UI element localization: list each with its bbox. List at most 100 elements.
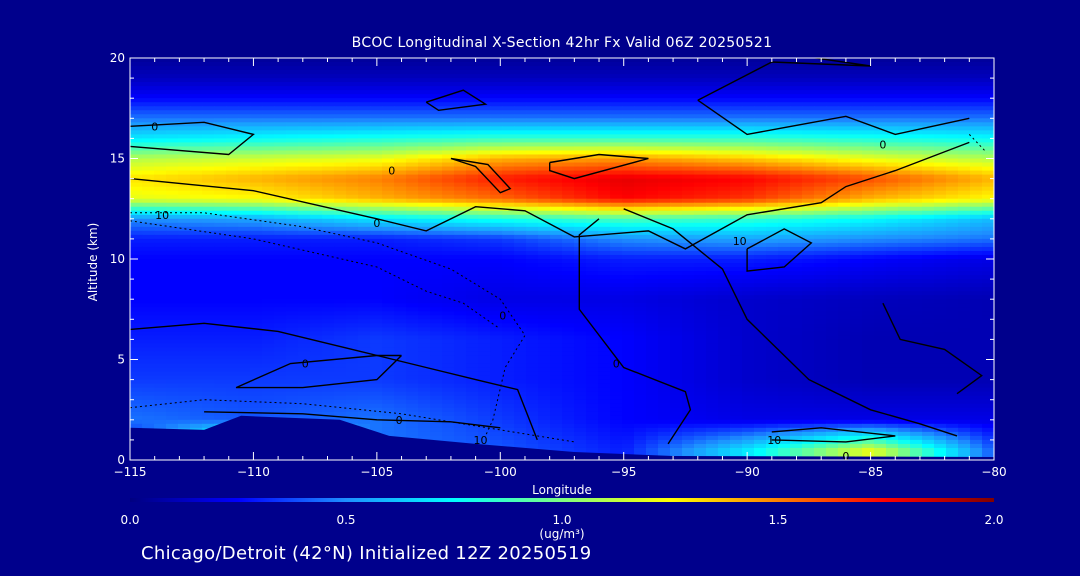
heatmap-cell: [742, 194, 755, 200]
heatmap-cell: [322, 283, 335, 288]
heatmap-cell: [406, 150, 419, 156]
heatmap-cell: [454, 62, 467, 67]
heatmap-cell: [526, 174, 539, 180]
heatmap-cell: [910, 230, 923, 236]
heatmap-cell: [706, 218, 719, 224]
heatmap-cell: [610, 327, 623, 332]
heatmap-cell: [682, 246, 695, 252]
heatmap-cell: [862, 295, 875, 300]
heatmap-cell: [982, 230, 994, 236]
heatmap-cell: [658, 122, 671, 127]
heatmap-cell: [766, 186, 779, 192]
heatmap-cell: [634, 222, 647, 228]
heatmap-cell: [802, 134, 815, 139]
heatmap-cell: [718, 283, 731, 288]
heatmap-cell: [154, 154, 167, 160]
heatmap-cell: [550, 154, 563, 160]
heatmap-cell: [958, 190, 971, 196]
heatmap-cell: [826, 66, 839, 71]
heatmap-cell: [550, 126, 563, 131]
heatmap-cell: [418, 259, 431, 264]
heatmap-cell: [538, 102, 551, 107]
heatmap-cell: [238, 90, 251, 95]
heatmap-cell: [754, 271, 767, 276]
heatmap-cell: [214, 138, 227, 144]
heatmap-cell: [178, 150, 191, 156]
heatmap-cell: [934, 327, 947, 332]
heatmap-cell: [778, 202, 791, 208]
heatmap-cell: [682, 283, 695, 288]
heatmap-cell: [202, 295, 215, 300]
heatmap-cell: [898, 263, 911, 268]
heatmap-cell: [574, 234, 587, 240]
heatmap-cell: [334, 198, 347, 204]
heatmap-cell: [778, 78, 791, 83]
heatmap-cell: [850, 178, 863, 184]
heatmap-cell: [418, 254, 431, 260]
heatmap-cell: [130, 166, 143, 172]
heatmap-cell: [598, 275, 611, 280]
heatmap-cell: [970, 86, 983, 91]
heatmap-cell: [622, 226, 635, 232]
heatmap-cell: [298, 78, 311, 83]
heatmap-cell: [298, 194, 311, 200]
heatmap-cell: [142, 198, 155, 204]
heatmap-cell: [718, 86, 731, 91]
heatmap-cell: [730, 206, 743, 212]
heatmap-cell: [286, 230, 299, 236]
heatmap-cell: [202, 126, 215, 131]
heatmap-cell: [394, 126, 407, 131]
heatmap-cell: [202, 170, 215, 176]
heatmap-cell: [442, 130, 455, 135]
heatmap-cell: [874, 122, 887, 127]
heatmap-cell: [478, 154, 491, 160]
heatmap-cell: [478, 303, 491, 308]
heatmap-cell: [670, 214, 683, 220]
heatmap-cell: [538, 267, 551, 272]
heatmap-cell: [226, 307, 239, 312]
heatmap-cell: [646, 303, 659, 308]
heatmap-cell: [658, 279, 671, 284]
heatmap-cell: [958, 86, 971, 91]
heatmap-cell: [346, 182, 359, 188]
heatmap-cell: [502, 303, 515, 308]
heatmap-cell: [838, 238, 851, 244]
heatmap-cell: [598, 110, 611, 115]
heatmap-cell: [334, 130, 347, 135]
heatmap-cell: [346, 194, 359, 200]
heatmap-cell: [802, 323, 815, 328]
heatmap-cell: [262, 283, 275, 288]
heatmap-cell: [478, 295, 491, 300]
heatmap-cell: [250, 66, 263, 71]
heatmap-cell: [262, 206, 275, 212]
heatmap-cell: [358, 263, 371, 268]
heatmap-cell: [166, 106, 179, 111]
heatmap-cell: [946, 62, 959, 67]
heatmap-cell: [658, 138, 671, 144]
heatmap-cell: [802, 295, 815, 300]
heatmap-cell: [526, 162, 539, 168]
heatmap-cell: [502, 138, 515, 144]
heatmap-cell: [310, 150, 323, 156]
heatmap-cell: [634, 242, 647, 248]
heatmap-cell: [250, 287, 263, 292]
heatmap-cell: [742, 263, 755, 268]
heatmap-cell: [886, 198, 899, 204]
heatmap-cell: [142, 106, 155, 111]
heatmap-cell: [286, 70, 299, 75]
heatmap-cell: [442, 194, 455, 200]
heatmap-cell: [154, 106, 167, 111]
heatmap-cell: [790, 206, 803, 212]
heatmap-cell: [418, 142, 431, 148]
heatmap-cell: [610, 190, 623, 196]
heatmap-cell: [166, 78, 179, 83]
heatmap-cell: [250, 242, 263, 248]
heatmap-cell: [718, 182, 731, 188]
heatmap-cell: [274, 283, 287, 288]
heatmap-cell: [178, 275, 191, 280]
heatmap-cell: [490, 226, 503, 232]
heatmap-cell: [262, 178, 275, 184]
heatmap-cell: [958, 110, 971, 115]
heatmap-cell: [178, 254, 191, 260]
heatmap-cell: [190, 311, 203, 316]
